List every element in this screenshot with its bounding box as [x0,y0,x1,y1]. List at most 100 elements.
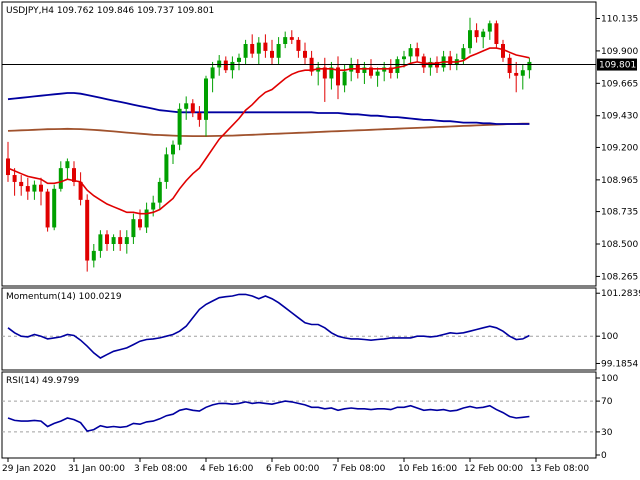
candle-body-up [210,67,215,79]
candle-body-up [329,67,334,79]
candle-body-up [342,71,347,86]
current-price-box [597,58,637,71]
candle-body-up [283,37,288,44]
ema-slow-line [7,122,530,138]
candle-body-down [78,181,83,200]
candle-body-up [164,154,169,182]
candle-body-up [487,23,492,32]
time-tick-label: 31 Jan 00:00 [68,464,125,474]
time-axis-labels: 29 Jan 2020 31 Jan 00:00 3 Feb 08:00 4 Feb … [2,458,589,474]
current-price-marker: 109.801 [2,58,637,71]
time-tick-label: 4 Feb 16:00 [200,464,254,474]
candle-body-down [289,37,294,40]
time-tick-label: 13 Feb 08:00 [530,464,589,474]
ema-fast-line [7,47,530,215]
candle-body-up [184,103,189,109]
candle-body-up [527,61,532,71]
candle-body-up [276,44,281,58]
candle-body-down [6,158,10,176]
rsi-tick-label: 70 [601,397,613,407]
candle-body-down [494,23,499,44]
price-tick-label: 109.430 [601,112,638,122]
candle-body-up [52,188,57,228]
candle-body-down [369,67,373,76]
candle-body-up [151,202,156,210]
time-tick-label: 3 Feb 08:00 [134,464,188,474]
candle-body-down [263,42,268,51]
candle-body-up [256,42,261,54]
candle-body-up [408,48,413,57]
candle-body-up [461,48,466,60]
rsi-layer [2,400,596,433]
candle-body-down [85,199,90,261]
ema-mid-line [7,92,530,125]
candle-body-up [375,71,380,76]
candle-body-up [131,219,136,238]
candle-body-up [171,144,175,155]
candle-body-up [98,234,103,251]
candle-body-up [237,57,241,62]
candle-body-up [65,161,70,169]
current-price-label: 109.801 [599,61,636,71]
momentum-tick-label: 99.1854 [601,359,638,369]
price-tick-label: 110.135 [601,14,638,24]
price-tick-label: 109.200 [601,143,638,153]
candle-body-down [12,175,17,182]
candle-body-down [19,181,24,187]
candle-body-down [501,44,505,58]
candle-body-down [514,72,519,76]
time-tick-label: 7 Feb 08:00 [332,464,386,474]
candle-body-down [138,219,142,228]
momentum-line [7,293,530,359]
candle-body-up [520,70,525,76]
momentum-layer [2,293,596,359]
candle-body-up [217,60,222,68]
candle-body-down [72,168,76,182]
candle-body-down [336,67,340,86]
time-tick-label: 10 Feb 16:00 [398,464,457,474]
candle-body-down [415,48,420,57]
candle-body-up [468,30,472,49]
price-tick-label: 108.965 [601,176,638,186]
candle-body-down [223,60,228,71]
price-tick-label: 108.500 [601,240,638,250]
momentum-tick-label: 101.2839 [601,289,640,299]
candle-body-up [204,78,208,120]
momentum-panel-frame [1,287,597,371]
rsi-tick-label: 100 [601,374,618,384]
candle-body-down [39,184,43,192]
price-tick-label: 108.265 [601,272,638,282]
candle-body-up [481,31,486,38]
candle-body-up [91,250,96,261]
moving-average-lines [7,92,530,138]
candle-body-down [421,56,426,68]
candle-body-down [190,103,195,113]
rsi-panel-frame [1,371,597,459]
candle-body-up [177,108,182,145]
price-tick-label: 109.900 [601,47,638,57]
candle-body-down [270,50,274,58]
momentum-title: Momentum(14) 100.0219 [6,292,122,302]
candle-body-down [250,44,255,54]
candles [6,17,532,272]
candle-body-down [303,50,307,58]
candle-body-down [105,234,109,244]
candle-body-up [395,59,400,73]
candle-body-up [402,56,406,60]
rsi-title: RSI(14) 49.9799 [6,376,79,386]
candle-body-up [32,184,37,192]
momentum-axis-ticks: 101.2839 100 99.1854 [596,289,640,369]
candle-body-down [296,39,301,51]
momentum-tick-label: 100 [601,332,618,342]
candle-body-down [322,67,327,79]
candle-body-down [118,237,123,244]
candle-body-down [25,186,30,192]
candle-body-up [124,237,129,244]
candle-body-up [362,67,367,73]
candle-body-down [45,191,50,228]
time-tick-label: 29 Jan 2020 [2,464,56,474]
candle-body-up [144,209,149,228]
rsi-axis-ticks: 100 70 30 0 [596,374,618,461]
rsi-line [7,400,530,432]
